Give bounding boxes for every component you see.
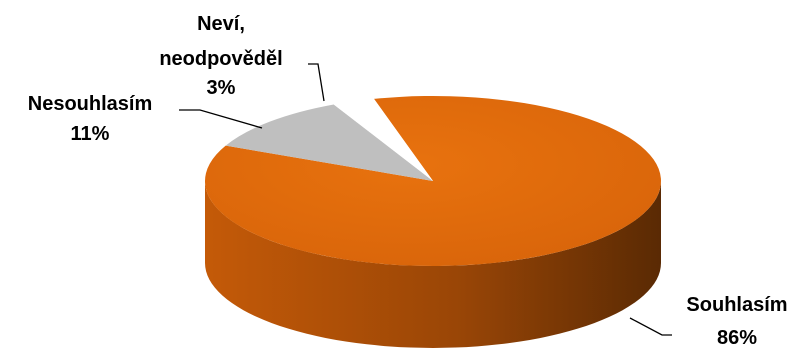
pie-slice-unknown [333, 98, 433, 181]
leader-line-disagree [179, 109, 263, 129]
label-agree-percent: 86% [717, 327, 757, 349]
pie-side-layer [205, 181, 661, 348]
label-unknown-line1: Neví, [197, 13, 245, 35]
leader-lines [179, 63, 672, 336]
label-disagree-percent: 11% [71, 123, 110, 145]
pie-slice-disagree [225, 104, 433, 181]
pie-slice-agree [204, 95, 661, 266]
pie-top-layer [204, 95, 661, 266]
label-unknown-percent: 3% [207, 77, 236, 99]
pie-side-wall [205, 181, 661, 348]
leader-line-agree [629, 317, 672, 336]
label-agree-name: Souhlasím [686, 294, 787, 316]
label-disagree-name: Nesouhlasím [28, 93, 152, 115]
label-unknown-line2: neodpověděl [159, 48, 282, 70]
leader-line-unknown [308, 63, 325, 102]
